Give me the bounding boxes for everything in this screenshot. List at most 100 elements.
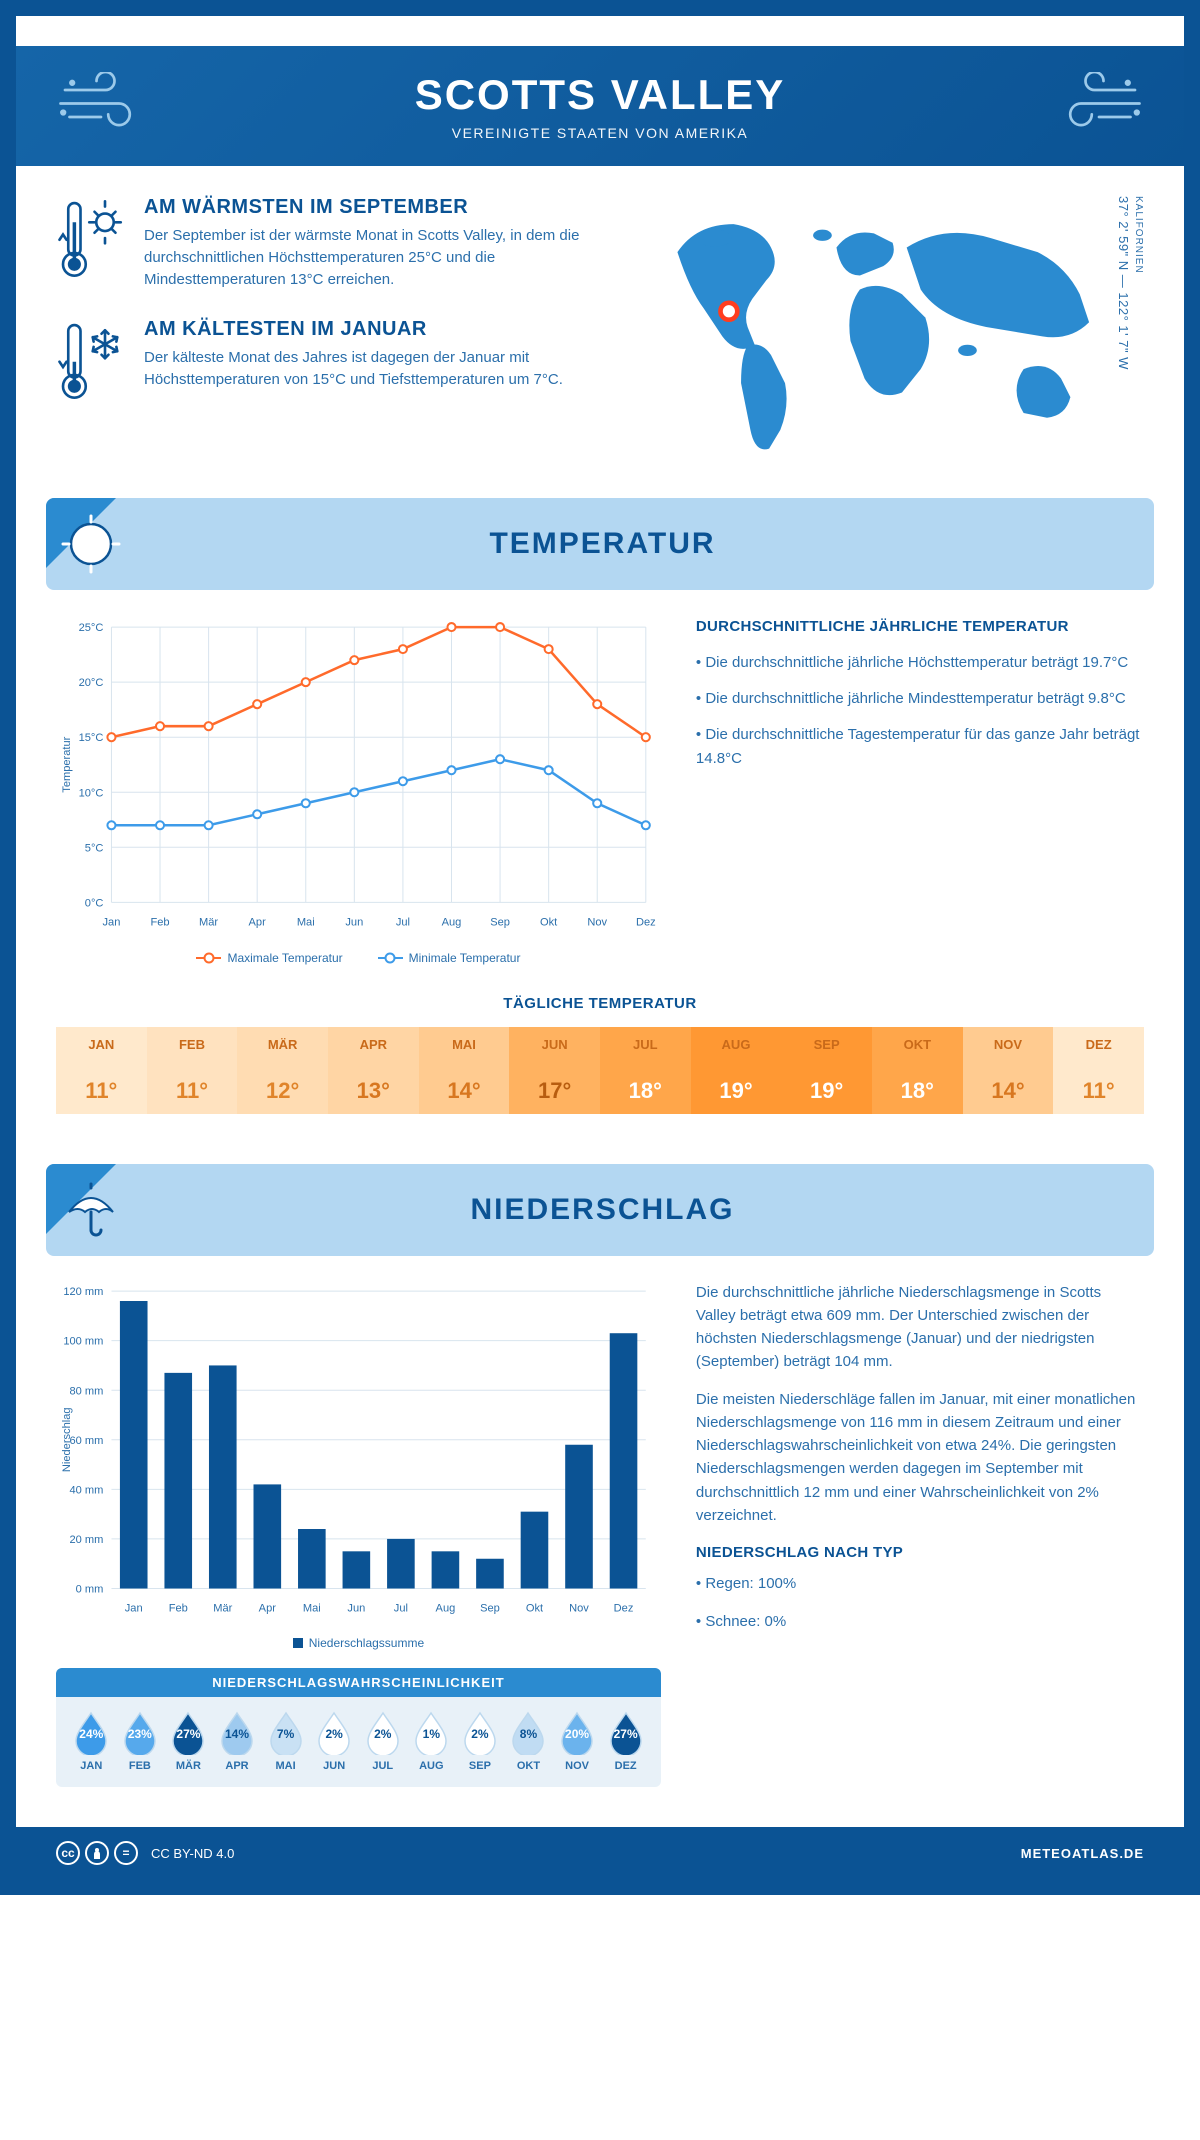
precip-type-title: NIEDERSCHLAG NACH TYP: [696, 1541, 1144, 1564]
prob-cell: 23% FEB: [117, 1711, 164, 1772]
svg-text:10°C: 10°C: [79, 787, 104, 799]
temperature-summary: DURCHSCHNITTLICHE JÄHRLICHE TEMPERATUR •…: [696, 615, 1144, 965]
prob-cell: 20% NOV: [554, 1711, 601, 1772]
license-text: CC BY-ND 4.0: [151, 1846, 234, 1861]
umbrella-icon: [61, 1180, 121, 1240]
sun-icon: [61, 514, 121, 574]
intro-section: AM WÄRMSTEN IM SEPTEMBER Der September i…: [56, 196, 1144, 458]
precip-para: Die durchschnittliche jährliche Niedersc…: [696, 1281, 1144, 1374]
wind-icon-left: [56, 72, 146, 140]
prob-cell: 2% JUN: [311, 1711, 358, 1772]
svg-text:Jul: Jul: [394, 1602, 408, 1614]
legend-min: Minimale Temperatur: [409, 951, 521, 965]
coordinates: 37° 2' 59" N — 122° 1' 7" W: [1116, 196, 1131, 370]
prob-cell: 27% MÄR: [165, 1711, 212, 1772]
svg-text:60 mm: 60 mm: [70, 1434, 104, 1446]
precip-type-bullet: • Schnee: 0%: [696, 1610, 1144, 1633]
precipitation-section-header: NIEDERSCHLAG: [46, 1164, 1154, 1256]
coldest-title: AM KÄLTESTEN IM JANUAR: [144, 318, 610, 341]
coldest-fact: AM KÄLTESTEN IM JANUAR Der kälteste Mona…: [56, 318, 610, 411]
svg-text:Sep: Sep: [480, 1602, 500, 1614]
daily-cell: 11°: [1053, 1068, 1144, 1114]
daily-cell: JUL: [600, 1027, 691, 1068]
daily-temp-title: TÄGLICHE TEMPERATUR: [56, 995, 1144, 1012]
svg-text:20 mm: 20 mm: [70, 1534, 104, 1546]
temperature-line-chart: 0°C5°C10°C15°C20°C25°CJanFebMärAprMaiJun…: [56, 615, 661, 938]
svg-text:Jan: Jan: [103, 916, 121, 928]
svg-text:Mär: Mär: [213, 1602, 232, 1614]
daily-cell: MAI: [419, 1027, 510, 1068]
svg-text:Okt: Okt: [540, 916, 557, 928]
nd-icon: =: [114, 1841, 138, 1865]
daily-cell: NOV: [963, 1027, 1054, 1068]
precip-type-bullet: • Regen: 100%: [696, 1572, 1144, 1595]
svg-text:Niederschlag: Niederschlag: [61, 1407, 73, 1472]
daily-temp-grid: JANFEBMÄRAPRMAIJUNJULAUGSEPOKTNOVDEZ11°1…: [56, 1027, 1144, 1114]
svg-text:Mai: Mai: [303, 1602, 321, 1614]
prob-cell: 1% AUG: [408, 1711, 455, 1772]
temp-chart-legend: Maximale Temperatur Minimale Temperatur: [56, 951, 661, 965]
precipitation-bar-chart: 0 mm20 mm40 mm60 mm80 mm100 mm120 mmJanF…: [56, 1281, 661, 1624]
daily-cell: AUG: [691, 1027, 782, 1068]
temperature-section-header: TEMPERATUR: [46, 498, 1154, 590]
prob-cell: 8% OKT: [505, 1711, 552, 1772]
svg-text:Jun: Jun: [347, 1602, 365, 1614]
svg-text:Mai: Mai: [297, 916, 315, 928]
license-badges: cc = CC BY-ND 4.0: [56, 1841, 234, 1865]
header-banner: SCOTTS VALLEY VEREINIGTE STAATEN VON AME…: [16, 46, 1184, 166]
svg-text:0°C: 0°C: [85, 897, 104, 909]
cc-icon: cc: [56, 1841, 80, 1865]
temp-summary-title: DURCHSCHNITTLICHE JÄHRLICHE TEMPERATUR: [696, 615, 1144, 639]
warmest-text: Der September ist der wärmste Monat in S…: [144, 225, 610, 290]
precip-para: Die meisten Niederschläge fallen im Janu…: [696, 1388, 1144, 1528]
daily-cell: APR: [328, 1027, 419, 1068]
region-label: KALIFORNIEN: [1133, 196, 1144, 274]
prob-title: NIEDERSCHLAGSWAHRSCHEINLICHKEIT: [56, 1668, 661, 1697]
svg-text:Jun: Jun: [345, 916, 363, 928]
daily-cell: JAN: [56, 1027, 147, 1068]
legend-precip: Niederschlagssumme: [309, 1636, 424, 1650]
svg-text:Temperatur: Temperatur: [61, 736, 73, 792]
by-icon: [85, 1841, 109, 1865]
daily-cell: 14°: [419, 1068, 510, 1114]
precip-probability-box: NIEDERSCHLAGSWAHRSCHEINLICHKEIT 24% JAN …: [56, 1668, 661, 1787]
prob-cell: 14% APR: [214, 1711, 261, 1772]
svg-text:Nov: Nov: [587, 916, 607, 928]
daily-cell: 13°: [328, 1068, 419, 1114]
svg-text:Feb: Feb: [150, 916, 169, 928]
svg-text:Jan: Jan: [125, 1602, 143, 1614]
svg-text:120 mm: 120 mm: [63, 1286, 103, 1298]
daily-cell: 14°: [963, 1068, 1054, 1114]
precip-chart-legend: Niederschlagssumme: [56, 1636, 661, 1650]
daily-cell: 11°: [147, 1068, 238, 1114]
svg-text:Feb: Feb: [169, 1602, 188, 1614]
daily-cell: 17°: [509, 1068, 600, 1114]
warmest-fact: AM WÄRMSTEN IM SEPTEMBER Der September i…: [56, 196, 610, 290]
daily-cell: DEZ: [1053, 1027, 1144, 1068]
daily-cell: 11°: [56, 1068, 147, 1114]
page-subtitle: VEREINIGTE STAATEN VON AMERIKA: [146, 125, 1054, 141]
precipitation-summary: Die durchschnittliche jährliche Niedersc…: [696, 1281, 1144, 1788]
temp-bullet: • Die durchschnittliche jährliche Höchst…: [696, 651, 1144, 675]
prob-cell: 2% JUL: [359, 1711, 406, 1772]
svg-text:Sep: Sep: [490, 916, 510, 928]
svg-text:25°C: 25°C: [79, 622, 104, 634]
svg-text:0 mm: 0 mm: [76, 1583, 104, 1595]
temperature-title: TEMPERATUR: [151, 527, 1054, 561]
footer: cc = CC BY-ND 4.0 METEOATLAS.DE: [16, 1827, 1184, 1879]
daily-cell: 18°: [600, 1068, 691, 1114]
precipitation-title: NIEDERSCHLAG: [151, 1193, 1054, 1227]
warmest-title: AM WÄRMSTEN IM SEPTEMBER: [144, 196, 610, 219]
thermometer-sun-icon: [56, 196, 126, 290]
daily-cell: 18°: [872, 1068, 963, 1114]
page-title: SCOTTS VALLEY: [146, 71, 1054, 119]
location-marker: [721, 303, 738, 320]
daily-cell: JUN: [509, 1027, 600, 1068]
svg-text:15°C: 15°C: [79, 732, 104, 744]
svg-text:80 mm: 80 mm: [70, 1385, 104, 1397]
svg-text:Apr: Apr: [249, 916, 267, 928]
world-map: [640, 196, 1108, 458]
svg-text:20°C: 20°C: [79, 677, 104, 689]
svg-text:40 mm: 40 mm: [70, 1484, 104, 1496]
prob-cell: 27% DEZ: [602, 1711, 649, 1772]
